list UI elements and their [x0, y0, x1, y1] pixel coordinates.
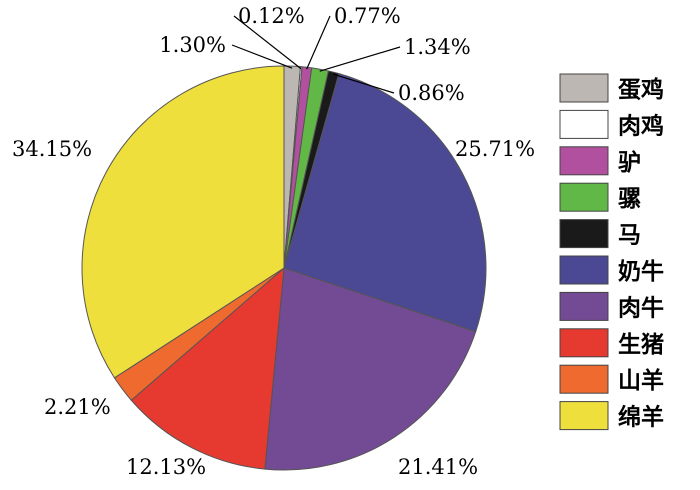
legend-label-0: 蛋鸡	[618, 76, 664, 103]
data-label-7: 12.13%	[126, 455, 206, 479]
pie-slice-9	[81, 65, 285, 379]
leader-line-0	[231, 44, 293, 69]
legend-label-5: 奶牛	[618, 259, 664, 285]
legend-label-9: 绵羊	[618, 404, 664, 431]
leader-line-4	[333, 73, 395, 94]
legend-label-1: 肉鸡	[618, 112, 664, 139]
data-label-9: 34.15%	[12, 137, 92, 161]
legend-label-3: 骡	[618, 186, 641, 212]
leader-line-3	[319, 46, 401, 72]
data-label-0: 1.30%	[159, 33, 226, 57]
legend-label-4: 马	[618, 223, 641, 249]
legend-swatch-8	[559, 364, 609, 394]
data-label-2: 0.77%	[334, 4, 401, 28]
legend-label-8: 山羊	[618, 367, 664, 394]
pie-slice-5	[283, 73, 487, 333]
data-label-1: 0.12%	[238, 4, 305, 28]
legend-swatch-5	[559, 255, 609, 285]
data-label-8: 2.21%	[44, 395, 111, 419]
legend-swatch-4	[559, 219, 609, 249]
leader-line-1	[233, 15, 302, 70]
data-labels: 1.30% 0.12% 0.77%1.34% 0.86% 25.71% 21.41% 12.…	[12, 4, 535, 479]
data-label-4: 0.86%	[398, 81, 465, 105]
pie-slice-6	[264, 267, 477, 471]
data-label-3: 1.34%	[404, 35, 471, 59]
data-label-5: 25.71%	[455, 137, 535, 161]
legend-label-7: 生猪	[618, 332, 664, 358]
leader-line-2	[306, 15, 331, 70]
legend-swatch-6	[559, 291, 609, 321]
legend-swatch-3	[559, 182, 609, 212]
legend-swatch-9	[559, 401, 609, 431]
legend-swatch-2	[559, 146, 609, 176]
data-label-6: 21.41%	[398, 455, 478, 479]
pie-slices	[81, 65, 487, 471]
pie-slice-7	[130, 266, 285, 470]
legend-swatch-7	[559, 328, 609, 358]
legend-label-6: 肉牛	[618, 295, 664, 321]
leader-lines	[231, 15, 401, 94]
legend-swatch-1	[559, 109, 609, 139]
legend-swatch-0	[559, 73, 609, 103]
legend-label-2: 驴	[618, 150, 641, 176]
